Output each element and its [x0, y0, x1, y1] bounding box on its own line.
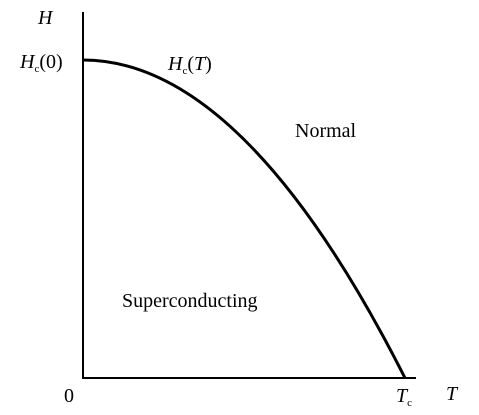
symbol: H — [19, 51, 36, 73]
superconducting-region-label: Superconducting — [122, 290, 258, 312]
tc-label: Tc — [396, 385, 412, 409]
subscript: c — [407, 397, 412, 409]
x-axis-label: T — [446, 383, 459, 405]
y-axis-label: H — [37, 7, 54, 29]
subscript: c — [34, 63, 39, 75]
paren: ) — [205, 53, 212, 75]
critical-field-curve — [82, 58, 407, 379]
symbol: T — [396, 385, 409, 407]
origin-label: 0 — [64, 385, 74, 407]
argument: (0) — [39, 51, 62, 73]
normal-region-label: Normal — [295, 120, 357, 142]
hct-label: Hc(T) — [167, 53, 212, 77]
argument: T — [194, 53, 207, 75]
hc0-label: Hc(0) — [19, 51, 63, 75]
subscript: c — [182, 65, 187, 77]
paren: ( — [187, 53, 194, 75]
symbol: H — [167, 53, 184, 75]
